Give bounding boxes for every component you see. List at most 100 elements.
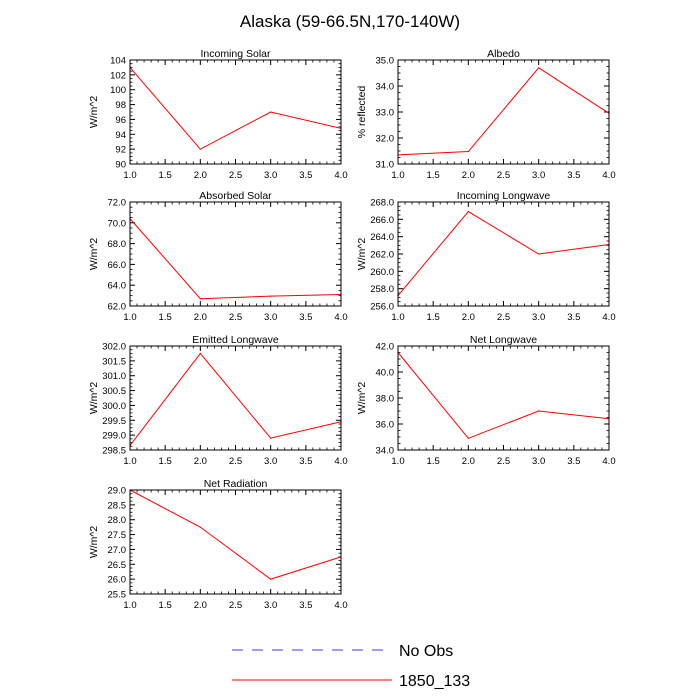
y-tick-label: 256.0 [370,302,394,313]
x-tick-label: 4.0 [602,170,615,181]
y-tick-label: 268.0 [370,198,394,209]
series-line [397,67,610,156]
y-tick-label: 264.0 [370,232,394,243]
y-axis-label: W/m^2 [88,526,100,559]
x-tick-label: 4.0 [334,456,347,467]
x-tick-label: 4.0 [602,312,615,323]
panel-title: Net Radiation [204,478,268,490]
x-tick-label: 1.0 [123,456,136,467]
x-tick-label: 1.5 [159,600,172,611]
y-tick-label: 38.0 [376,394,395,405]
y-tick-label: 300.5 [102,386,126,397]
plot-frame [129,345,342,451]
y-tick-label: 299.0 [102,431,126,442]
x-tick-label: 3.5 [567,170,580,181]
x-tick-label: 3.0 [532,312,545,323]
y-tick-label: 302.0 [102,342,126,353]
y-tick-label: 262.0 [370,250,394,261]
x-tick-label: 3.0 [264,456,277,467]
y-tick-label: 27.5 [108,530,127,541]
x-tick-label: 2.0 [194,600,207,611]
x-tick-label: 2.0 [194,456,207,467]
x-tick-label: 2.5 [497,170,510,181]
panel-grid: Incoming Solar 1.0 1.5 2.0 2.5 3.0 3.5 4.0 90 92 9… [88,48,616,611]
x-tick-label: 1.0 [391,456,404,467]
series-line [129,218,342,300]
panel-net-radiation: Net Radiation 1.0 1.5 2.0 2.5 3.0 3.5 4.0 25.5 26… [88,478,348,611]
y-tick-label: 25.5 [108,590,127,601]
y-tick-label: 42.0 [376,342,395,353]
y-axis-label: W/m^2 [356,382,368,415]
legend-label-1850-133: 1850_133 [399,673,470,690]
x-tick-label: 3.0 [264,312,277,323]
x-tick-label: 3.5 [567,456,580,467]
y-tick-label: 90 [115,160,126,171]
x-tick-label: 4.0 [602,456,615,467]
panel-title: Albedo [487,48,520,60]
y-tick-label: 34.0 [376,446,395,457]
x-tick-label: 3.0 [264,170,277,181]
y-tick-label: 31.0 [376,160,395,171]
x-tick-label: 1.5 [159,456,172,467]
data-point [270,437,272,439]
y-tick-label: 301.5 [102,356,126,367]
panel-incoming-longwave: Incoming Longwave 1.0 1.5 2.0 2.5 3.0 3.5 4.0 25… [356,190,616,323]
x-tick-label: 3.0 [532,456,545,467]
y-tick-label: 299.5 [102,416,126,427]
x-tick-label: 3.0 [264,600,277,611]
series-line [397,352,610,439]
y-tick-label: 36.0 [376,420,395,431]
series-line [129,352,342,446]
x-tick-label: 1.5 [427,456,440,467]
y-tick-label: 104 [110,56,126,67]
x-tick-label: 1.0 [123,170,136,181]
data-point [538,67,540,69]
data-point [199,352,201,355]
x-tick-label: 1.0 [123,600,136,611]
x-tick-label: 1.5 [427,170,440,181]
y-axis-label: W/m^2 [88,382,100,415]
x-tick-label: 3.5 [299,170,312,181]
panel-emitted-longwave: Emitted Longwave 1.0 1.5 2.0 2.5 3.0 3.5 4.0 298… [88,334,348,467]
panel-incoming-solar: Incoming Solar 1.0 1.5 2.0 2.5 3.0 3.5 4.0 90 92 9… [88,48,348,181]
x-tick-label: 1.0 [391,312,404,323]
x-tick-label: 1.5 [159,312,172,323]
y-tick-label: 26.0 [108,575,127,586]
x-tick-label: 2.0 [194,170,207,181]
series-line [129,489,342,580]
x-tick-label: 1.0 [391,170,404,181]
x-tick-label: 2.0 [194,312,207,323]
y-axis-label: W/m^2 [88,238,100,271]
data-point [538,410,540,412]
panel-title: Incoming Solar [200,48,271,60]
x-tick-label: 2.5 [229,600,242,611]
data-point [270,111,272,113]
x-tick-label: 2.0 [462,312,475,323]
panel-title: Absorbed Solar [199,190,272,202]
plot-frame [397,345,610,451]
series-line [397,210,610,296]
y-tick-label: 298.5 [102,446,126,457]
y-axis-label: W/m^2 [356,238,368,271]
y-tick-label: 98 [115,100,126,111]
plot-frame [129,489,342,595]
x-tick-label: 2.5 [229,456,242,467]
legend: No Obs 1850_133 [232,643,470,690]
series-line [129,67,342,150]
data-point [270,295,272,297]
x-tick-label: 2.0 [462,170,475,181]
y-tick-label: 266.0 [370,215,394,226]
plot-frame [397,59,610,165]
panel-title: Net Longwave [470,334,537,346]
y-tick-label: 258.0 [370,284,394,295]
y-tick-label: 32.0 [376,134,395,145]
x-tick-label: 2.0 [462,456,475,467]
x-tick-label: 3.5 [299,456,312,467]
y-tick-label: 62.0 [108,302,127,313]
y-axis-label: % reflected [356,86,368,139]
panel-title: Incoming Longwave [457,190,551,202]
y-tick-label: 66.0 [108,260,127,271]
data-point [199,298,201,300]
panel-net-longwave: Net Longwave 1.0 1.5 2.0 2.5 3.0 3.5 4.0 34.0 36.… [356,334,616,467]
